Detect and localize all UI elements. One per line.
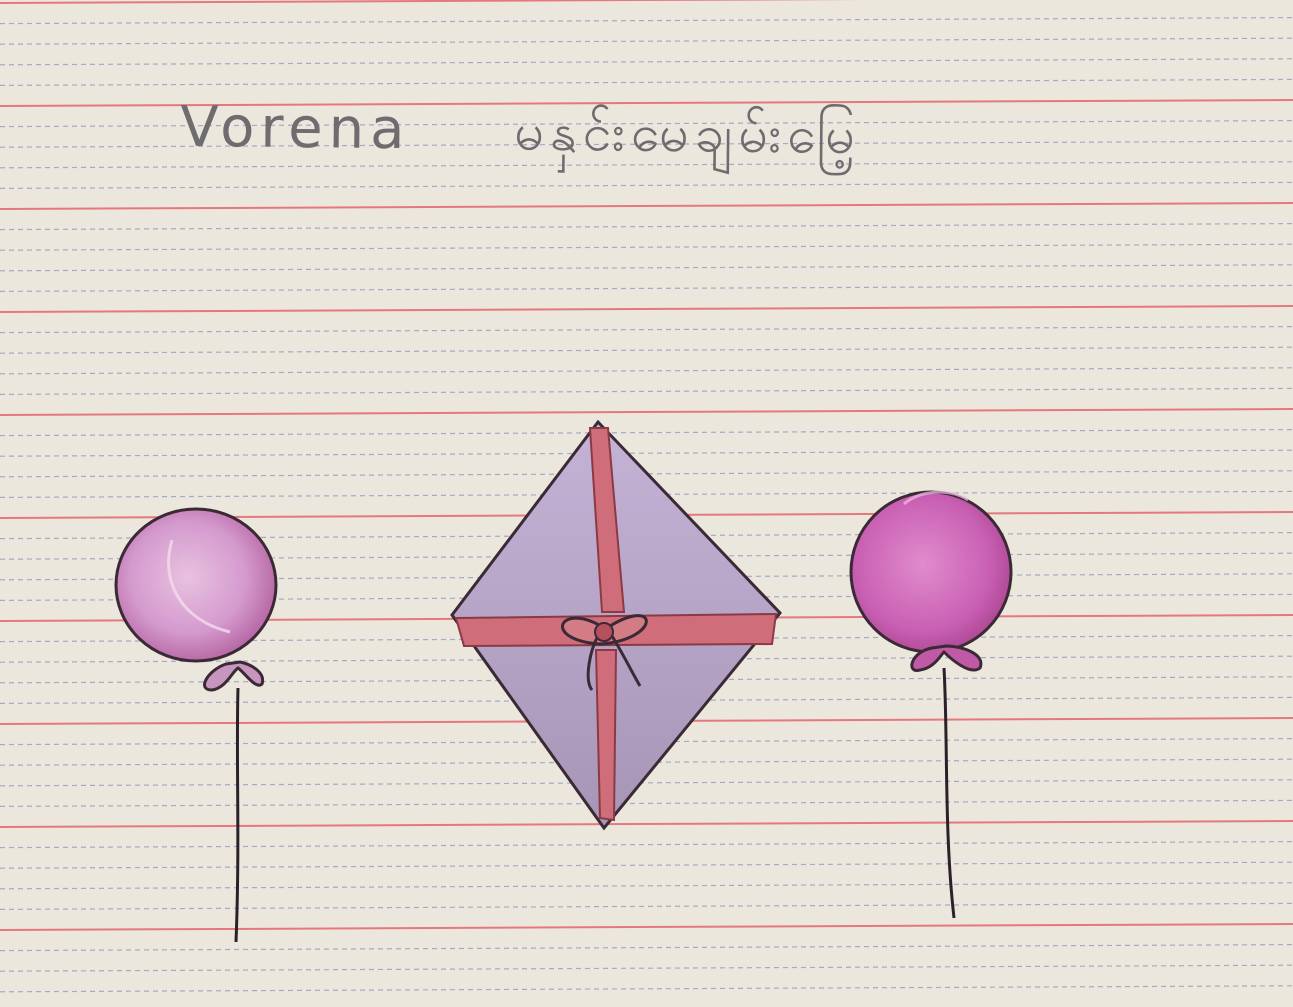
- caption-name: Vorena: [179, 94, 411, 163]
- handwritten-caption: Vorena မနှင်းမေချမ်းမြေ့: [180, 95, 1181, 205]
- balloon-right-icon: [849, 490, 1013, 919]
- red-rule: [0, 305, 1293, 313]
- red-rule: [0, 202, 1293, 210]
- red-rule: [0, 0, 863, 4]
- red-rule: [0, 408, 1293, 416]
- red-rule: [0, 99, 1293, 107]
- caption-script: မနှင်းမေချမ်းမြေ့: [513, 102, 862, 166]
- red-rule: [0, 820, 1293, 828]
- gift-icon: [450, 419, 783, 831]
- red-rule: [0, 923, 1293, 931]
- balloon-left-icon: [114, 507, 278, 943]
